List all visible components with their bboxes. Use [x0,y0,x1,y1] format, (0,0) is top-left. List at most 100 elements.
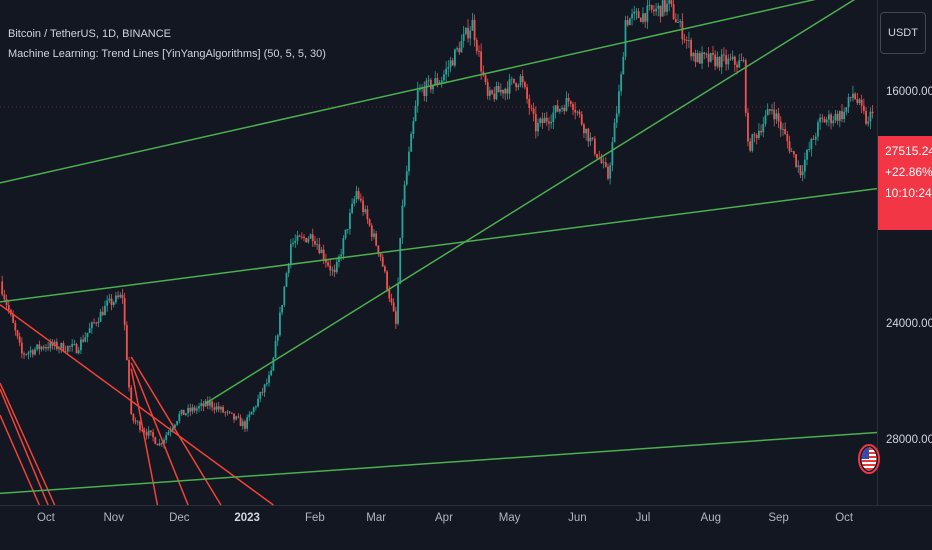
candle-body [456,48,458,50]
candle-body [563,107,566,112]
candle-body [574,109,577,113]
candle-body [451,60,454,66]
candle-body [705,53,708,55]
candle-body [657,5,660,9]
candle-body [241,421,244,427]
candle-body [615,113,618,123]
candle-body [333,269,336,273]
resistance-trend-line[interactable] [130,356,222,506]
currency-selector[interactable]: USDT [880,12,926,54]
candle-body [523,82,526,88]
time-tick-label: Sep [768,512,789,524]
candle-body [834,113,837,121]
candle-body [626,20,629,26]
candle-body [390,298,393,303]
resistance-trend-line[interactable] [0,382,56,506]
indicator-title[interactable]: Machine Learning: Trend Lines [YinYangAl… [8,48,326,60]
candle-body [604,162,607,167]
candle-body [593,138,596,154]
candle-body [351,203,354,213]
candle-body [165,435,168,440]
candle-body [688,40,690,41]
resistance-trend-line[interactable] [0,414,41,506]
candle-body [580,114,583,125]
symbol-title[interactable]: Bitcoin / TetherUS, 1D, BINANCE [8,28,172,40]
candle-body [355,191,358,200]
candle-body [362,200,364,213]
candle-body [539,118,542,123]
candle-body [283,286,286,306]
candle-body [541,118,544,124]
candle-body [727,58,730,65]
candle-body [191,407,194,412]
candle-body [845,107,848,112]
candle-body [408,151,410,172]
resistance-trend-line[interactable] [0,304,274,506]
candle-body [607,166,609,179]
candle-body [80,339,82,351]
candle-body [263,384,266,393]
candle-body [156,443,159,446]
candle-body [694,53,697,62]
candle-body [823,118,826,123]
candle-body [292,242,294,245]
candle-body [309,234,312,239]
candle-body [596,153,598,159]
candle-body [14,322,17,331]
candle-body [681,21,684,40]
candle-body [773,109,776,120]
candle-body [200,403,203,407]
candle-body [464,27,467,34]
support-trend-line[interactable] [0,187,878,303]
candle-body [364,209,367,213]
candle-body [792,151,795,155]
candle-body [504,88,507,94]
candle-body [20,342,23,354]
candle-body [300,236,303,238]
resistance-trend-line[interactable] [0,388,49,506]
candle-body [723,54,725,56]
price-tick-label: 28000.00 [886,434,932,447]
candle-body [134,420,137,422]
candle-body [246,417,249,429]
candle-body [338,256,340,262]
candle-body [340,254,343,257]
candle-body [860,99,863,106]
candle-body [204,400,207,407]
candle-body [423,88,426,96]
candle-body [213,407,216,410]
candle-body [180,409,183,414]
candle-body [653,9,655,12]
candle-body [843,111,846,120]
time-tick-label: Oct [835,512,854,524]
candle-body [75,343,78,354]
candle-body [226,411,229,413]
candle-body [38,344,41,350]
candle-body [182,409,185,416]
candle-body [587,128,590,142]
candle-body [600,158,603,164]
candle-body [768,109,771,111]
candle-body [154,437,157,444]
candle-body [777,113,780,122]
candle-body [506,88,509,94]
candle-body [670,0,673,5]
candle-body [812,138,815,140]
us-flag-icon[interactable] [858,444,880,474]
candle-body [572,103,574,110]
candle-body [139,421,141,431]
candle-body [434,78,437,85]
candle-body [655,8,658,12]
candle-body [115,295,117,303]
support-trend-line[interactable] [0,0,877,184]
support-trend-line[interactable] [0,431,878,495]
candle-body [631,13,633,19]
candle-body [331,269,334,271]
candle-body [274,340,277,358]
candle-body [329,265,332,271]
candle-body [795,154,797,167]
support-trend-line[interactable] [205,0,877,405]
candle-body [666,3,668,12]
candle-body [235,416,238,420]
